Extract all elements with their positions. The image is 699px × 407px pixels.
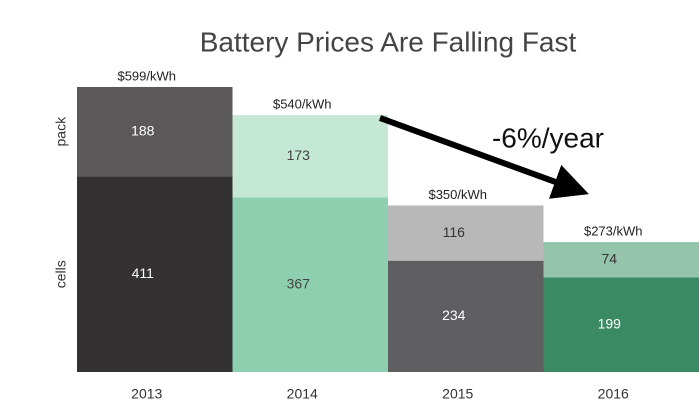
value-label: 116 — [443, 224, 466, 240]
x-tick-label: 2015 — [442, 386, 473, 402]
total-label: $540/kWh — [273, 96, 332, 111]
total-label: $273/kWh — [584, 224, 643, 239]
x-tick-label: 2014 — [287, 386, 318, 402]
chart-title: Battery Prices Are Falling Fast — [200, 26, 577, 57]
value-label: 74 — [601, 250, 617, 266]
bar-segment — [77, 86, 233, 177]
bars: 411 188 367 173 234 116 199 74 — [77, 86, 699, 372]
total-label: $350/kWh — [428, 187, 487, 202]
total-label: $599/kWh — [117, 68, 176, 83]
bar-segment — [232, 115, 388, 198]
value-label: 234 — [442, 307, 466, 323]
annotation: -6%/year — [492, 122, 604, 153]
bar-segment — [543, 242, 699, 278]
bar-segment — [388, 260, 544, 372]
bar-segment — [232, 197, 388, 372]
series-label: cells — [53, 260, 69, 288]
value-label: 411 — [132, 265, 155, 281]
trend-arrow — [378, 115, 589, 199]
x-tick-label: 2013 — [131, 386, 162, 402]
value-label: 173 — [287, 147, 311, 163]
value-label: 199 — [598, 315, 622, 331]
value-label: 188 — [131, 122, 155, 138]
series-label: pack — [53, 116, 69, 147]
value-label: 367 — [287, 275, 311, 291]
x-tick-label: 2016 — [598, 386, 629, 402]
bar-segment — [77, 176, 233, 372]
bar-segment — [543, 277, 699, 372]
bar-segment — [388, 205, 544, 261]
